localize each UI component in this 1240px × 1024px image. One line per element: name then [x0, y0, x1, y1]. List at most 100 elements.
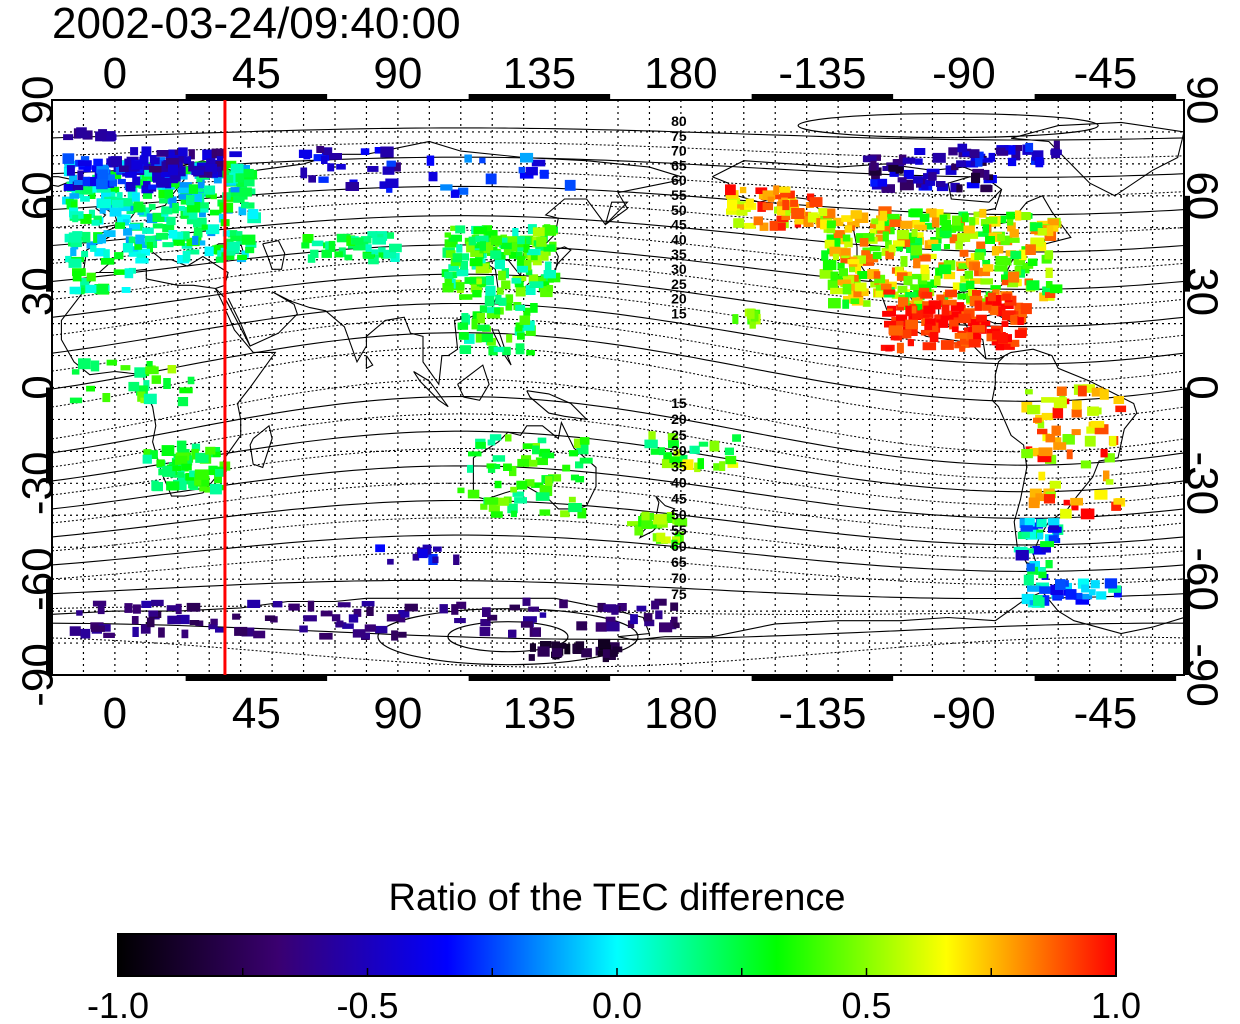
- tec-patch: [80, 278, 90, 289]
- tec-patch: [922, 342, 937, 351]
- tec-patch: [368, 254, 379, 265]
- tec-patch: [842, 275, 855, 284]
- lat-tick-right: 60: [1178, 171, 1227, 220]
- tec-patch: [660, 536, 671, 544]
- tec-patch: [139, 207, 150, 217]
- tec-patch: [367, 166, 379, 172]
- tec-patch: [1048, 521, 1059, 530]
- tec-patch: [337, 602, 351, 608]
- tec-patch: [1048, 535, 1058, 543]
- tec-patch: [214, 244, 225, 255]
- tec-patch: [857, 271, 868, 280]
- tec-patch: [891, 291, 899, 299]
- tec-patch: [299, 625, 308, 633]
- tec-patch: [212, 451, 221, 458]
- tec-patch: [95, 131, 107, 142]
- tec-patch: [484, 497, 499, 505]
- tec-patch: [1007, 222, 1016, 232]
- tec-patch: [226, 174, 234, 183]
- tec-patch: [151, 599, 164, 607]
- tec-patch: [204, 185, 216, 195]
- tec-patch: [209, 483, 222, 495]
- tec-patch: [634, 524, 644, 536]
- tec-patch: [133, 604, 141, 614]
- tec-patch: [97, 604, 105, 615]
- tec-patch: [94, 284, 109, 295]
- longitude-ticks-top: 0 45 90 135 180 -135 -90 -45: [103, 49, 1138, 98]
- tec-patch: [210, 193, 217, 200]
- tec-patch: [910, 284, 919, 291]
- lat-tick-left: 0: [13, 375, 62, 399]
- tec-patch: [458, 332, 469, 340]
- tec-patch: [475, 333, 482, 343]
- frame-bar-top: [185, 94, 328, 100]
- tec-patch: [1096, 591, 1107, 600]
- tec-patch: [528, 606, 539, 612]
- tec-patch: [489, 434, 502, 441]
- tec-patch: [158, 627, 165, 638]
- tec-patch: [830, 287, 844, 295]
- tec-patch: [842, 234, 851, 242]
- tec-patch: [849, 263, 861, 273]
- tec-patch: [950, 182, 960, 193]
- tec-patch: [1003, 145, 1016, 155]
- tec-patch: [448, 234, 462, 242]
- tec-patch: [227, 241, 240, 251]
- tec-patch: [897, 177, 907, 183]
- tec-patch: [537, 646, 550, 657]
- tec-patch: [968, 339, 981, 348]
- tec-patch: [862, 300, 871, 307]
- tec-patch: [505, 294, 514, 304]
- tec-patch: [233, 195, 245, 203]
- tec-patch: [234, 626, 248, 636]
- tec-patch: [124, 603, 133, 613]
- tec-patch: [65, 255, 72, 263]
- tec-patch: [176, 440, 187, 451]
- tec-patch: [921, 184, 929, 190]
- coastline: [472, 420, 597, 510]
- tec-patch: [517, 458, 529, 467]
- tec-patch: [935, 267, 943, 279]
- tec-patch: [1022, 263, 1034, 269]
- tec-patch: [974, 300, 982, 311]
- tec-patch: [673, 449, 681, 457]
- tec-patch: [612, 646, 623, 653]
- tec-patch: [853, 289, 864, 298]
- tec-patch: [307, 254, 316, 263]
- tec-patch: [375, 233, 384, 239]
- tec-patch: [143, 449, 152, 459]
- tec-patch: [201, 224, 208, 230]
- tec-patch: [950, 302, 965, 312]
- tec-patch: [539, 485, 553, 496]
- tec-patch: [102, 393, 111, 403]
- tec-patch: [518, 166, 525, 174]
- tec-patch: [823, 208, 836, 219]
- tec-patch: [670, 460, 683, 469]
- tec-patch: [514, 497, 527, 504]
- frame-bar-top: [468, 94, 611, 100]
- tec-patch: [774, 222, 786, 231]
- tec-patch: [909, 273, 923, 280]
- tec-patch: [1094, 424, 1109, 435]
- tec-patch: [617, 603, 627, 612]
- tec-patch: [881, 184, 895, 193]
- tec-patch: [532, 445, 540, 455]
- tec-patch: [362, 253, 374, 259]
- tec-patch: [72, 181, 84, 191]
- tec-patch: [78, 358, 91, 370]
- tec-patch: [161, 161, 169, 172]
- frame-bar-bottom: [1034, 675, 1177, 681]
- tec-patch: [1082, 384, 1095, 393]
- tec-patch: [162, 242, 174, 248]
- tec-patch: [1037, 228, 1047, 236]
- tec-patch: [188, 212, 198, 220]
- tec-patch: [1046, 225, 1054, 237]
- tec-patch: [300, 167, 308, 179]
- tec-patch: [661, 458, 671, 469]
- tec-patch: [998, 333, 1008, 344]
- tec-patch: [141, 146, 152, 157]
- tec-patch: [125, 171, 137, 178]
- tec-patch: [141, 600, 152, 608]
- tec-patch: [246, 202, 255, 209]
- tec-patch: [152, 482, 163, 492]
